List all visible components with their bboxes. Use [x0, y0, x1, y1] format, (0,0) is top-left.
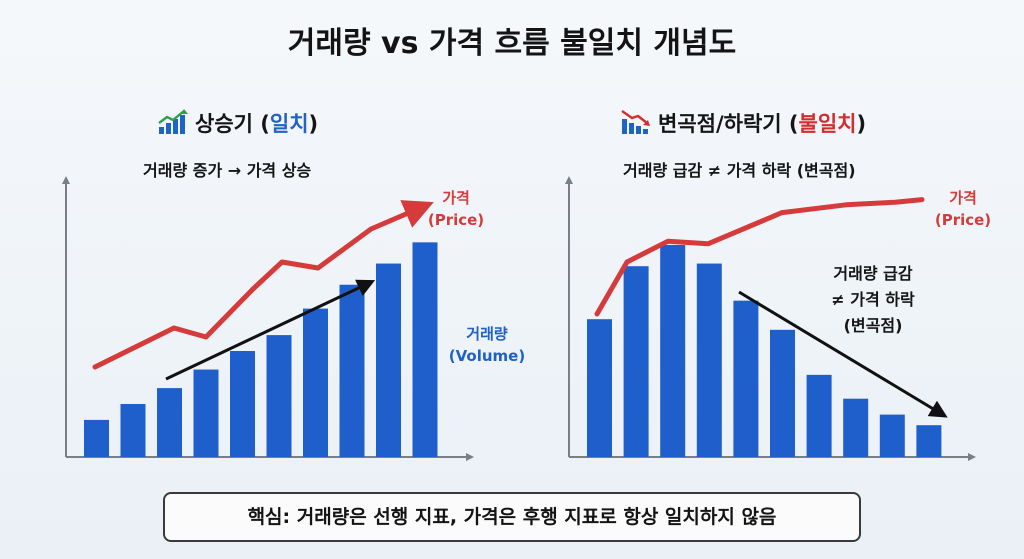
left-volume-bar: [157, 388, 182, 457]
left-panel-title: 상승기 (일치): [157, 108, 318, 138]
right-price-line: [594, 197, 925, 317]
right-volume-bar: [696, 263, 722, 457]
left-volume-bar: [376, 263, 401, 457]
left-volume-bar: [230, 351, 255, 457]
right-panel-title: 변곡점/하락기 (불일치): [620, 108, 866, 138]
left-volume-bar: [120, 404, 146, 457]
left-volume-bar: [84, 419, 109, 457]
summary-box: 핵심: 거래량은 선행 지표, 가격은 후행 지표로 항상 일치하지 않음: [163, 492, 861, 542]
right-volume-bar: [660, 245, 686, 457]
right-volume-bar: [806, 374, 832, 457]
right-trend-arrow: [738, 290, 948, 418]
chart-up-icon: [158, 109, 188, 134]
left-volume-label: 거래량: [466, 325, 508, 343]
right-volume-bar: [733, 300, 759, 457]
right-price-label: 가격: [949, 189, 977, 207]
right-volume-bar: [623, 266, 649, 457]
right-volume-bar: [843, 398, 869, 457]
right-annotation-line: ≠ 가격 하락: [831, 290, 915, 309]
left-volume-bar: [266, 335, 292, 457]
left-price-line: [92, 200, 434, 370]
right-volume-bar: [879, 414, 905, 457]
left-volume-label-en: (Volume): [449, 347, 525, 365]
left-price-label-en: (Price): [428, 211, 484, 229]
right-annotation-line: (변곡점): [844, 316, 903, 335]
right-price-label-en: (Price): [935, 211, 991, 229]
left-volume-bar: [193, 369, 219, 457]
page-title: 거래량 vs 가격 흐름 불일치 개념도: [287, 26, 737, 61]
left-panel-subtitle: 거래량 증가 → 가격 상승: [143, 161, 312, 180]
right-panel-subtitle: 거래량 급감 ≠ 가격 하락 (변곡점): [623, 161, 856, 180]
right-volume-bar: [587, 319, 612, 457]
left-volume-bar: [412, 242, 438, 457]
left-volume-bar: [339, 284, 365, 457]
left-trend-arrow: [165, 279, 376, 381]
left-price-label: 가격: [442, 189, 470, 207]
right-volume-bar: [770, 329, 795, 457]
chart-down-icon: [621, 110, 650, 134]
right-annotation-line: 거래량 급감: [833, 264, 912, 283]
left-volume-bar: [303, 308, 328, 457]
right-volume-bar: [916, 425, 942, 457]
